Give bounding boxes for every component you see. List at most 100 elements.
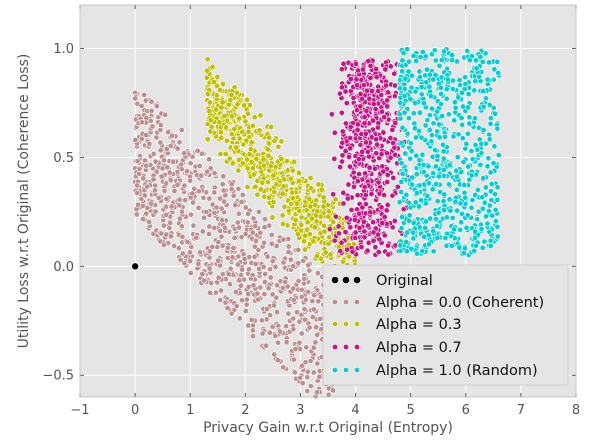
scatter-point-alpha-03 bbox=[248, 139, 255, 146]
scatter-point-alpha-03 bbox=[320, 194, 327, 201]
scatter-point-alpha-1 bbox=[432, 72, 439, 79]
scatter-point-alpha-1 bbox=[429, 153, 436, 160]
scatter-point-alpha-1 bbox=[420, 100, 427, 107]
scatter-point-alpha-0 bbox=[304, 388, 311, 395]
scatter-point-alpha-03 bbox=[229, 160, 236, 167]
legend-marker bbox=[353, 366, 360, 373]
scatter-point-alpha-0 bbox=[290, 315, 297, 322]
scatter-point-alpha-0 bbox=[187, 257, 194, 264]
scatter-point-alpha-0 bbox=[296, 318, 303, 325]
scatter-point-alpha-1 bbox=[396, 85, 403, 92]
scatter-point-alpha-0 bbox=[152, 182, 159, 189]
scatter-point-alpha-0 bbox=[259, 330, 266, 337]
scatter-point-alpha-1 bbox=[397, 242, 404, 249]
scatter-point-alpha-07 bbox=[350, 95, 357, 102]
scatter-point-alpha-1 bbox=[437, 84, 444, 91]
scatter-point-alpha-1 bbox=[399, 214, 406, 221]
scatter-point-alpha-07 bbox=[372, 165, 379, 172]
scatter-point-alpha-0 bbox=[224, 305, 231, 312]
x-axis-label: Privacy Gain w.r.t Original (Entropy) bbox=[203, 420, 453, 436]
scatter-point-alpha-0 bbox=[290, 296, 297, 303]
scatter-point-alpha-0 bbox=[184, 239, 191, 246]
scatter-point-alpha-0 bbox=[162, 211, 169, 218]
scatter-point-alpha-1 bbox=[405, 115, 412, 122]
scatter-point-alpha-0 bbox=[325, 391, 332, 398]
scatter-point-alpha-0 bbox=[163, 180, 170, 187]
scatter-point-alpha-03 bbox=[254, 191, 261, 198]
scatter-point-alpha-0 bbox=[182, 197, 189, 204]
scatter-point-alpha-1 bbox=[472, 191, 479, 198]
scatter-point-alpha-0 bbox=[166, 169, 173, 176]
scatter-point-alpha-03 bbox=[265, 179, 272, 186]
scatter-point-alpha-03 bbox=[244, 165, 251, 172]
scatter-point-alpha-1 bbox=[487, 169, 494, 176]
scatter-point-alpha-1 bbox=[483, 213, 490, 220]
scatter-point-alpha-1 bbox=[406, 217, 413, 224]
scatter-point-alpha-0 bbox=[187, 177, 194, 184]
scatter-point-alpha-0 bbox=[306, 267, 313, 274]
scatter-point-alpha-0 bbox=[139, 216, 146, 223]
scatter-point-alpha-07 bbox=[342, 120, 349, 127]
scatter-point-alpha-0 bbox=[153, 103, 160, 110]
scatter-point-alpha-0 bbox=[272, 263, 279, 270]
scatter-point-alpha-1 bbox=[457, 200, 464, 207]
scatter-point-alpha-0 bbox=[147, 200, 154, 207]
scatter-point-alpha-1 bbox=[486, 59, 493, 66]
scatter-point-alpha-1 bbox=[456, 77, 463, 84]
scatter-point-alpha-0 bbox=[245, 283, 252, 290]
scatter-point-alpha-1 bbox=[428, 132, 435, 139]
scatter-point-alpha-0 bbox=[315, 298, 322, 305]
scatter-point-alpha-0 bbox=[132, 136, 139, 143]
scatter-point-alpha-0 bbox=[155, 194, 162, 201]
scatter-point-alpha-07 bbox=[359, 204, 366, 211]
scatter-point-alpha-0 bbox=[140, 175, 147, 182]
scatter-point-alpha-0 bbox=[187, 269, 194, 276]
scatter-point-alpha-0 bbox=[171, 188, 178, 195]
scatter-point-alpha-0 bbox=[280, 259, 287, 266]
scatter-point-alpha-07 bbox=[389, 126, 396, 133]
scatter-point-alpha-1 bbox=[482, 184, 489, 191]
scatter-point-alpha-0 bbox=[134, 190, 141, 197]
scatter-point-alpha-0 bbox=[242, 308, 249, 315]
scatter-point-alpha-1 bbox=[451, 226, 458, 233]
scatter-point-alpha-1 bbox=[422, 200, 429, 207]
scatter-point-alpha-0 bbox=[206, 231, 213, 238]
scatter-point-alpha-0 bbox=[228, 186, 235, 193]
scatter-point-alpha-03 bbox=[257, 112, 264, 119]
scatter-point-alpha-0 bbox=[239, 191, 246, 198]
legend-marker bbox=[353, 298, 360, 305]
scatter-point-alpha-0 bbox=[216, 195, 223, 202]
scatter-point-alpha-1 bbox=[457, 226, 464, 233]
scatter-point-alpha-03 bbox=[249, 165, 256, 172]
scatter-point-alpha-07 bbox=[384, 179, 391, 186]
scatter-point-alpha-1 bbox=[435, 121, 442, 128]
scatter-point-alpha-0 bbox=[213, 204, 220, 211]
scatter-point-alpha-0 bbox=[141, 192, 148, 199]
scatter-point-alpha-0 bbox=[157, 126, 164, 133]
scatter-point-alpha-0 bbox=[143, 210, 150, 217]
scatter-point-alpha-0 bbox=[190, 222, 197, 229]
scatter-point-alpha-03 bbox=[217, 129, 224, 136]
scatter-point-alpha-1 bbox=[419, 48, 426, 55]
legend-marker bbox=[353, 343, 360, 350]
scatter-point-alpha-03 bbox=[206, 99, 213, 106]
scatter-point-alpha-1 bbox=[410, 229, 417, 236]
scatter-point-alpha-0 bbox=[150, 150, 157, 157]
scatter-point-alpha-07 bbox=[328, 111, 335, 118]
scatter-point-alpha-1 bbox=[419, 248, 426, 255]
scatter-point-alpha-1 bbox=[458, 115, 465, 122]
scatter-point-alpha-07 bbox=[343, 100, 350, 107]
scatter-point-alpha-1 bbox=[484, 220, 491, 227]
scatter-point-alpha-0 bbox=[268, 231, 275, 238]
scatter-point-alpha-0 bbox=[176, 139, 183, 146]
scatter-point-alpha-03 bbox=[249, 122, 256, 129]
scatter-point-alpha-1 bbox=[397, 247, 404, 254]
scatter-point-alpha-03 bbox=[268, 124, 275, 131]
scatter-point-alpha-1 bbox=[462, 194, 469, 201]
scatter-point-alpha-1 bbox=[413, 250, 420, 257]
scatter-point-alpha-07 bbox=[340, 60, 347, 67]
scatter-point-alpha-0 bbox=[141, 91, 148, 98]
scatter-point-alpha-0 bbox=[218, 287, 225, 294]
scatter-point-alpha-03 bbox=[235, 167, 242, 174]
scatter-point-alpha-07 bbox=[387, 135, 394, 142]
